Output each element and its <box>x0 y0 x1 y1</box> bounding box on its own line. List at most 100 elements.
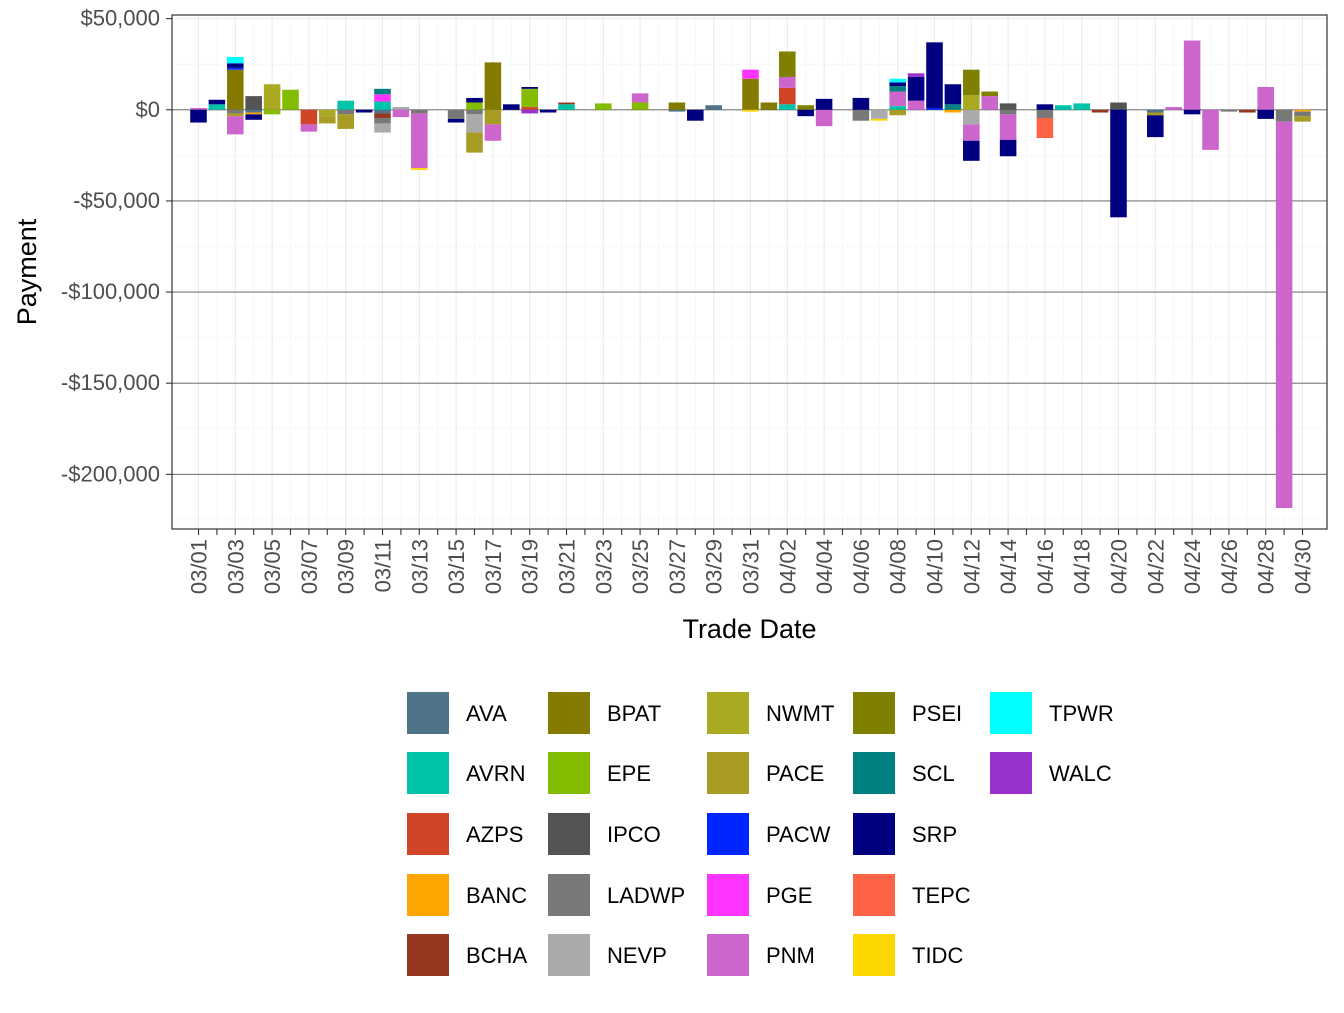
x-tick-label: 04/04 <box>812 539 837 594</box>
legend-label-ipco: IPCO <box>607 822 661 847</box>
bar-srp-04-11 <box>944 84 962 105</box>
legend-key-bcha <box>407 934 449 976</box>
bar-pnm-04-12 <box>963 124 980 141</box>
bar-pace-04-08 <box>889 109 906 116</box>
bar-epe-03-05 <box>263 109 281 115</box>
x-tick-label: 04/20 <box>1107 539 1132 594</box>
legend-key-psei <box>853 692 895 734</box>
bar-srp-04-16 <box>1036 104 1054 110</box>
legend-key-walc <box>990 752 1032 794</box>
bar-pacw-04-10 <box>926 107 943 110</box>
legend-key-banc <box>407 874 449 916</box>
legend-key-azps <box>407 813 449 855</box>
x-tick-label: 03/11 <box>371 539 396 592</box>
bar-pace-04-30 <box>1294 116 1311 122</box>
bar-pace-04-22 <box>1147 112 1164 116</box>
legend-key-ava <box>407 692 449 734</box>
y-tick-label: -$150,000 <box>61 370 160 395</box>
x-tick-label: 03/27 <box>665 539 690 594</box>
bar-srp-04-06 <box>852 97 870 110</box>
legend-key-pacw <box>707 813 749 855</box>
bar-ladwp-03-16 <box>466 109 483 115</box>
bar-avrn-03-02 <box>208 104 226 110</box>
bar-nwmt-03-05 <box>263 84 281 110</box>
x-tick-label: 04/18 <box>1070 539 1095 594</box>
bar-ava-03-04 <box>245 109 262 113</box>
bar-nevp-03-16 <box>466 114 483 133</box>
bar-nwmt-03-08 <box>319 109 336 117</box>
legend-label-psei: PSEI <box>912 701 962 726</box>
bar-srp-04-03 <box>797 109 814 117</box>
bar-srp-03-16 <box>466 97 483 103</box>
bar-srp-04-09 <box>907 76 925 101</box>
x-tick-label: 04/08 <box>886 539 911 594</box>
bar-epe-03-23 <box>595 103 612 110</box>
bar-avrn-03-09 <box>337 100 354 110</box>
bar-srp-04-10 <box>926 42 943 108</box>
x-tick-label: 03/07 <box>297 539 322 594</box>
bar-pnm-03-25 <box>631 93 649 103</box>
bar-pace-03-03 <box>227 113 244 117</box>
bar-srp-04-08 <box>889 82 906 87</box>
y-tick-label: $0 <box>136 97 160 122</box>
bar-pnm-04-04 <box>815 109 833 127</box>
legend-label-tpwr: TPWR <box>1049 701 1114 726</box>
legend-key-ladwp <box>548 874 590 916</box>
bar-pge-03-31 <box>742 69 759 79</box>
legend-key-bpat <box>548 692 590 734</box>
bar-bcha-04-27 <box>1239 109 1256 113</box>
x-tick-label: 04/22 <box>1143 539 1168 594</box>
bar-pace-03-09 <box>337 114 354 129</box>
legend-label-srp: SRP <box>912 822 957 847</box>
legend-label-bpat: BPAT <box>607 701 661 726</box>
legend-key-pace <box>707 752 749 794</box>
legend-label-scl: SCL <box>912 761 955 786</box>
x-axis-title: Trade Date <box>682 614 816 644</box>
bar-avrn-04-08 <box>889 106 906 110</box>
bar-srp-03-01 <box>190 109 207 123</box>
x-tick-label: 03/13 <box>407 539 432 594</box>
legend-label-pnm: PNM <box>766 943 815 968</box>
x-tick-label: 04/26 <box>1217 539 1242 594</box>
bar-srp-04-22 <box>1147 115 1164 138</box>
bar-nevp-03-11 <box>374 123 391 133</box>
legend-label-pace: PACE <box>766 761 824 786</box>
bar-nwmt-04-12 <box>963 95 980 110</box>
x-tick-label: 03/03 <box>223 539 248 594</box>
zero-line-layer <box>172 109 1327 475</box>
bar-pge-03-11 <box>374 94 391 102</box>
bar-psei-04-13 <box>981 91 998 97</box>
bar-pace-03-16 <box>466 132 483 153</box>
bar-ladwp-04-26 <box>1220 109 1238 112</box>
bar-pnm-04-23 <box>1165 107 1182 110</box>
bar-srp-03-18 <box>503 104 520 110</box>
legend-key-nevp <box>548 934 590 976</box>
bar-pnm-04-09 <box>907 100 925 110</box>
bar-avrn-04-17 <box>1055 105 1072 110</box>
bar-pnm-04-28 <box>1257 86 1274 110</box>
bar-avrn-04-02 <box>779 104 796 110</box>
bar-pnm-04-08 <box>889 91 906 107</box>
legend-key-ipco <box>548 813 590 855</box>
bar-nevp-04-12 <box>963 109 980 125</box>
bar-azps-03-07 <box>300 109 318 125</box>
bar-ava-03-29 <box>705 105 722 110</box>
bar-avrn-03-11 <box>374 101 391 110</box>
x-tick-label: 03/31 <box>739 539 764 594</box>
bar-tidc-04-07 <box>871 118 888 121</box>
x-tick-label: 03/25 <box>628 539 653 594</box>
bar-pace-03-17 <box>484 109 502 125</box>
bar-tidc-03-31 <box>742 109 759 112</box>
bar-pnm-04-25 <box>1202 109 1219 150</box>
bars-layer <box>190 40 1311 509</box>
bar-ava-04-22 <box>1147 109 1164 113</box>
x-tick-label: 04/16 <box>1033 539 1058 594</box>
bar-ladwp-03-13 <box>411 109 428 114</box>
bar-ladwp-03-15 <box>447 109 465 119</box>
x-tick-label: 04/24 <box>1180 539 1205 594</box>
legend-key-pnm <box>707 934 749 976</box>
bar-walc-04-09 <box>907 73 925 77</box>
legend-key-scl <box>853 752 895 794</box>
y-tick-label: $50,000 <box>80 6 160 31</box>
x-tick-label: 04/06 <box>849 539 874 594</box>
